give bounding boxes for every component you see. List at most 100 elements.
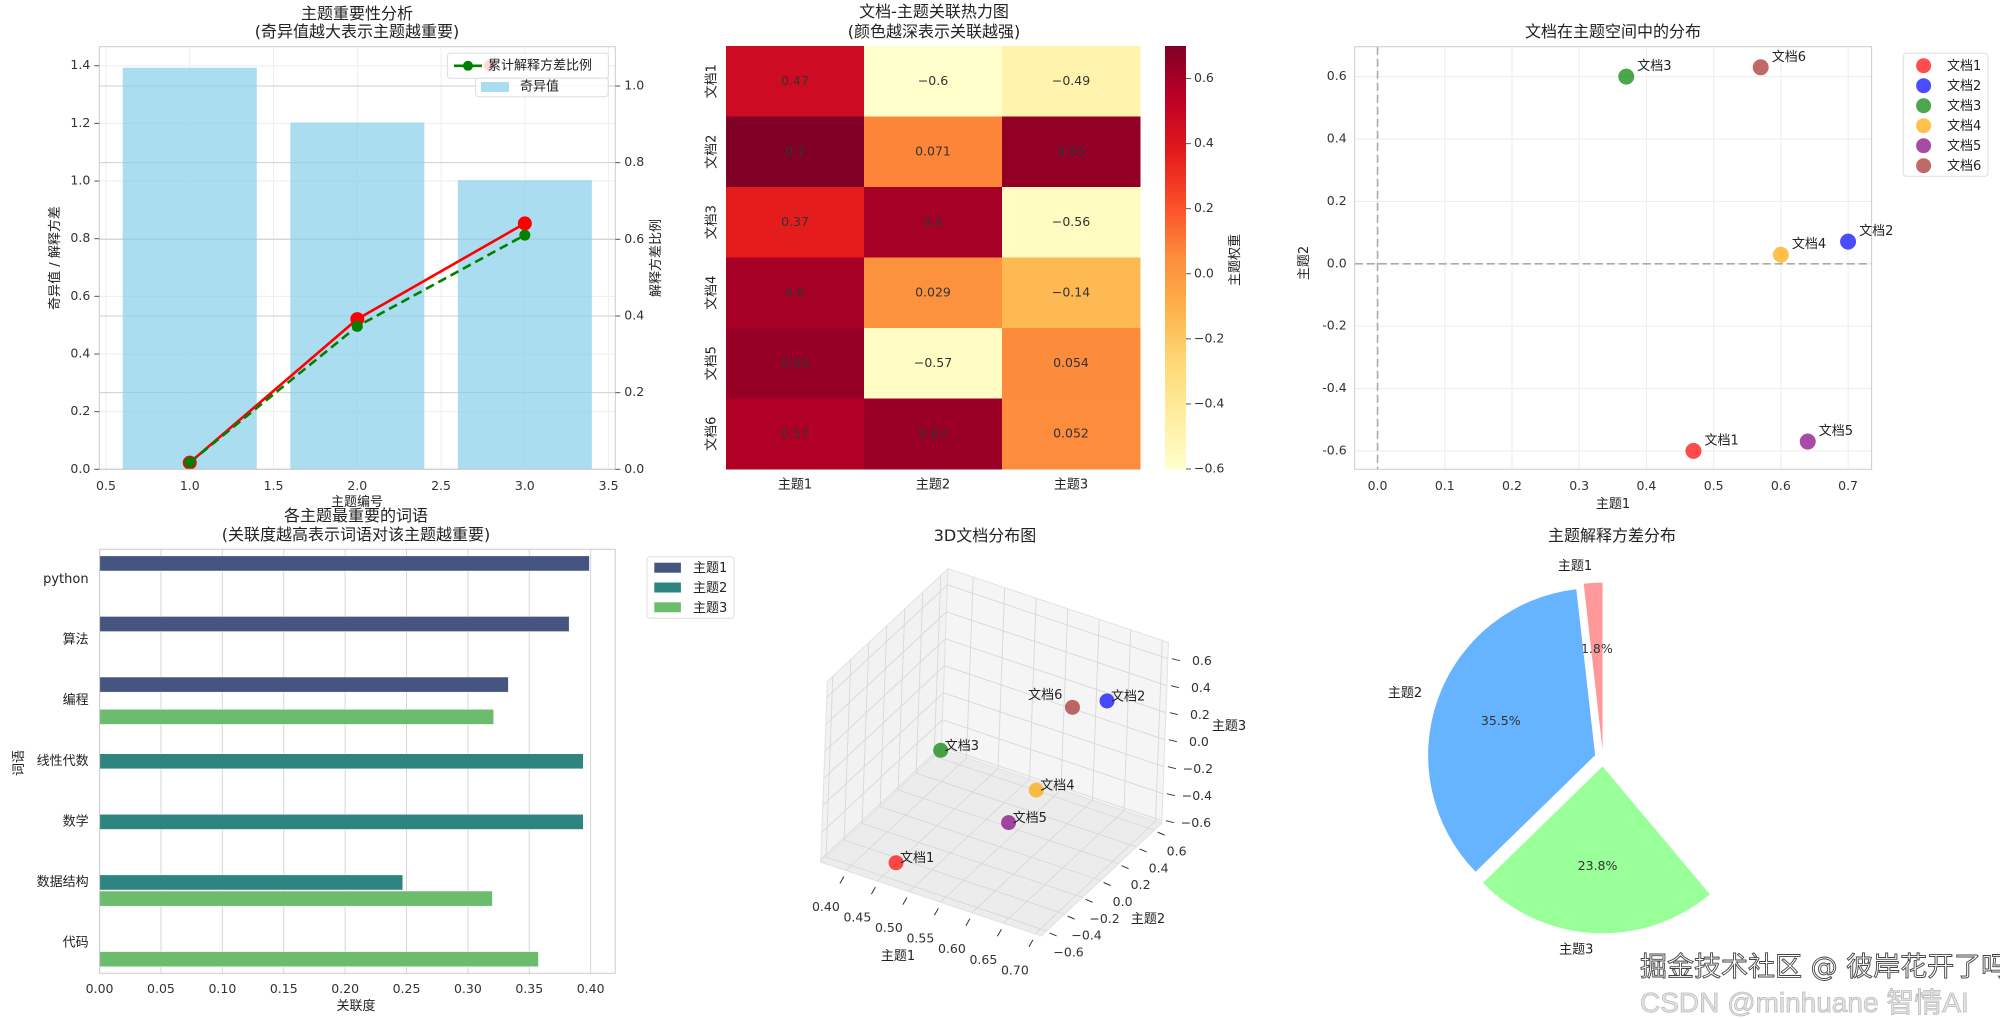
y-tick-label: 0.2 <box>1131 877 1151 892</box>
y-tick-label: 0.4 <box>70 345 90 360</box>
scatter-point <box>1028 782 1044 798</box>
x-tick-mark <box>902 897 908 905</box>
cell-value-label: 0.029 <box>915 284 951 299</box>
bar <box>99 709 494 725</box>
x-tick-label: 0.50 <box>875 920 903 935</box>
point-label: 文档6 <box>1028 688 1062 703</box>
x-tick-label: 2.0 <box>347 478 367 493</box>
y-tick-mark <box>1049 932 1057 937</box>
x-tick-label: 0.25 <box>393 981 421 996</box>
y-right-tick-label: 1.0 <box>624 77 644 92</box>
scatter-point <box>1064 699 1080 715</box>
legend-label: 文档1 <box>1947 59 1981 74</box>
scatter-point <box>1752 59 1769 76</box>
point-label: 文档1 <box>1704 433 1738 448</box>
colorbar-tick-label: 0.4 <box>1194 135 1214 150</box>
x-tick-label: 0.60 <box>938 941 966 956</box>
grid-line <box>1034 820 1156 935</box>
chart-subtitle: (关联度越高表示词语对该主题越重要) <box>222 525 491 544</box>
heatmap-cell <box>1002 328 1141 399</box>
point-label: 文档1 <box>900 851 934 866</box>
grid-line <box>826 584 948 698</box>
heatmap-cell <box>864 187 1003 258</box>
slice-percent-label: 35.5% <box>1481 713 1521 728</box>
z-tick-label: −0.2 <box>1183 761 1213 776</box>
legend-marker <box>1916 58 1932 74</box>
legend-label: 文档3 <box>1947 99 1981 114</box>
x-axis-label: 主题1 <box>881 949 915 964</box>
grid-line <box>843 839 1065 915</box>
y-axis-right-label: 解释方差比例 <box>648 219 664 297</box>
y-tick-mark <box>1139 848 1147 853</box>
legend-patch <box>654 602 681 613</box>
grid-line <box>947 584 1169 660</box>
y-tick-label: −0.6 <box>1053 944 1083 959</box>
grid-line <box>915 772 1137 848</box>
y-right-tick-label: 0.6 <box>624 231 644 246</box>
cell-value-label: −0.56 <box>1052 214 1090 229</box>
legend-marker <box>1916 118 1932 134</box>
y-tick-mark <box>1121 865 1129 870</box>
chart-subtitle: (颜色越深表示关联越强) <box>848 22 1021 41</box>
cell-value-label: 0.37 <box>781 214 809 229</box>
colorbar-tick-label: −0.4 <box>1194 395 1224 410</box>
x-tick-label: 1.5 <box>264 478 284 493</box>
cell-value-label: 0.7 <box>785 143 805 158</box>
bar <box>99 814 584 830</box>
cell-value-label: −0.57 <box>914 355 952 370</box>
bar <box>122 67 257 470</box>
watermark: 掘金技术社区 @ 彼岸花开了吗 CSDN @minhuane 智情AI <box>1640 952 2000 1019</box>
y-axis-label: 奇异值 / 解释方差 <box>47 206 63 310</box>
cell-value-label: 0.052 <box>1053 425 1089 440</box>
slice-label: 主题1 <box>1558 559 1592 574</box>
scatter-point <box>1840 233 1857 250</box>
x-tick-mark <box>839 876 845 884</box>
y-right-tick-label: 0.8 <box>624 154 644 169</box>
legend-label: 文档2 <box>1947 79 1981 94</box>
slice-label: 主题2 <box>1388 686 1422 701</box>
x-tick-label: 1.0 <box>180 478 200 493</box>
x-tick-label: 0.45 <box>843 910 871 925</box>
x-tick-label: 0.10 <box>208 981 236 996</box>
row-label: 文档6 <box>705 417 720 451</box>
slice-percent-label: 23.8% <box>1578 858 1618 873</box>
y-tick-label: 数学 <box>63 813 89 829</box>
scatter-point <box>1772 246 1789 263</box>
chart-title: 文档在主题空间中的分布 <box>1525 22 1701 41</box>
scatter-point <box>1618 68 1635 85</box>
cell-value-label: 0.64 <box>781 355 809 370</box>
y-tick-mark <box>1103 882 1111 886</box>
x-tick-label: 0.2 <box>1502 478 1522 493</box>
heatmap-cell <box>726 187 865 258</box>
z-tick-mark <box>1171 658 1181 662</box>
point-label: 文档4 <box>1040 779 1074 794</box>
bar <box>99 753 584 770</box>
x-tick-label: 0.7 <box>1838 478 1858 493</box>
y-tick-label: 0.0 <box>1327 255 1347 270</box>
bar <box>290 122 425 470</box>
legend-label: 累计解释方差比例 <box>488 58 592 74</box>
legend-marker <box>1916 138 1932 154</box>
z-tick-label: 0.6 <box>1192 653 1212 668</box>
y-tick-label: 0.2 <box>70 403 90 418</box>
heatmap-cell <box>726 398 865 470</box>
legend-label: 主题2 <box>693 581 727 596</box>
legend-patch <box>654 582 681 593</box>
grid-line <box>824 638 946 752</box>
legend-label: 主题1 <box>693 561 727 576</box>
y-tick-label: 数据结构 <box>37 875 89 890</box>
z-tick-label: 0.4 <box>1191 680 1211 695</box>
legend-label: 奇异值 <box>520 79 559 95</box>
legend-marker <box>1916 98 1932 114</box>
colorbar <box>1165 46 1186 469</box>
grid-line <box>845 757 967 871</box>
cell-value-label: 0.47 <box>781 73 809 88</box>
heatmap-cell <box>864 257 1003 329</box>
y-tick-label: -0.6 <box>1322 442 1346 457</box>
row-label: 文档3 <box>705 205 720 239</box>
heatmap-cell <box>1002 116 1141 188</box>
heatmap-cell <box>1002 398 1141 470</box>
point-label: 文档3 <box>1637 59 1671 74</box>
column-label: 主题3 <box>1054 478 1088 493</box>
